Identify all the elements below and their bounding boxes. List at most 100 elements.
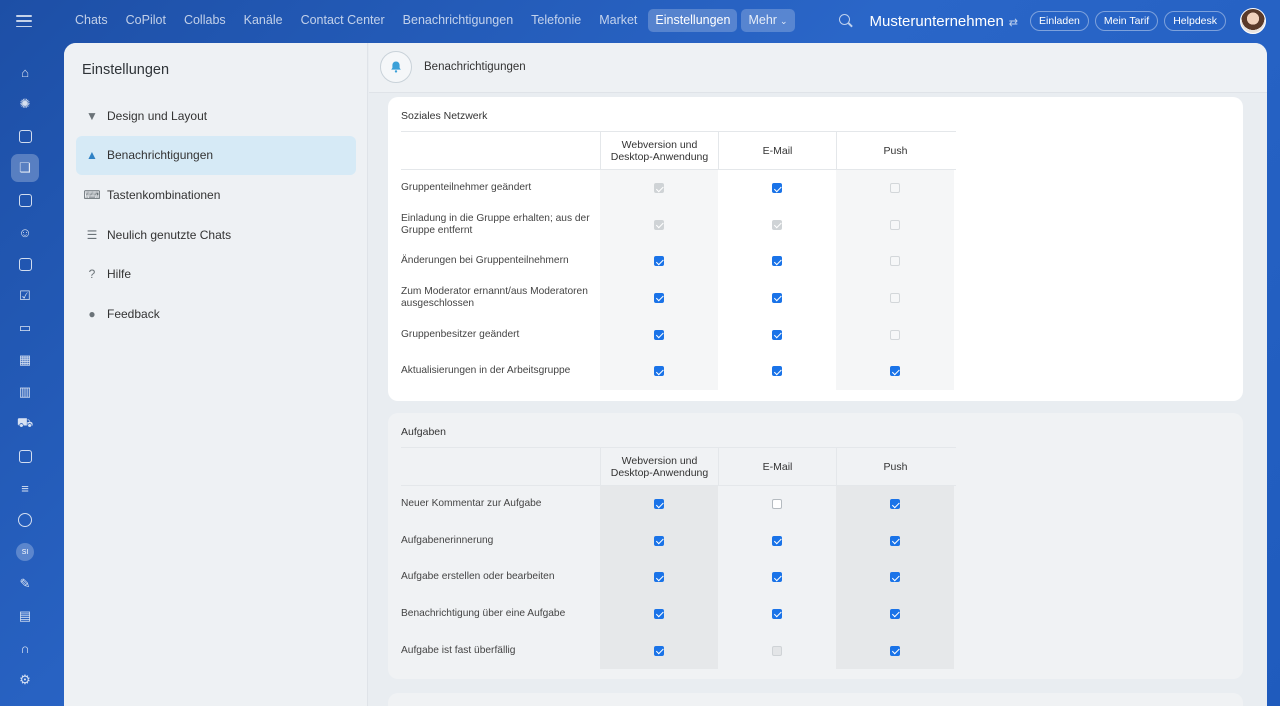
checkbox-web[interactable] (654, 293, 664, 304)
checkbox-push[interactable] (890, 219, 900, 230)
table-header: Webversion und Desktop-Anwendung E-Mail … (401, 448, 956, 486)
checkbox-email[interactable] (772, 366, 782, 377)
question-icon: ? (88, 267, 96, 282)
rail-settings[interactable]: ⚙ (0, 664, 50, 696)
rail-card[interactable]: ▤ (0, 600, 50, 632)
bar-chart-icon: ▥ (18, 384, 32, 399)
section-title: Aufgaben (401, 426, 446, 438)
cell-email (718, 207, 836, 244)
checkbox-email[interactable] (772, 183, 782, 194)
avatar[interactable] (1240, 8, 1266, 34)
checkbox-web[interactable] (654, 572, 664, 583)
funnel-icon: ≡ (21, 480, 29, 496)
rail-tasks[interactable]: ☑ (0, 280, 50, 312)
rail-funnel[interactable]: ≡ (0, 472, 50, 504)
checkbox-push[interactable] (890, 535, 900, 546)
checkbox-push[interactable] (890, 256, 900, 267)
checkbox-web[interactable] (654, 499, 664, 510)
checkbox-web[interactable] (654, 535, 664, 546)
menu-item-help[interactable]: ? Hilfe (76, 255, 356, 294)
checkbox-email[interactable] (772, 499, 782, 510)
rail-feed[interactable] (0, 120, 50, 152)
checkbox-push[interactable] (890, 293, 900, 304)
checkbox-push[interactable] (890, 329, 900, 340)
nav-benachrichtigungen[interactable]: Benachrichtigungen (402, 13, 514, 27)
invite-button[interactable]: Einladen (1030, 11, 1089, 31)
cell-email (718, 243, 836, 280)
cell-push (836, 352, 954, 390)
rail-goals[interactable] (0, 504, 50, 536)
checkbox-email[interactable] (772, 609, 782, 620)
rail-copilot[interactable]: ✺ (0, 88, 50, 120)
left-rail: ⌂ ✺ ❏ ☺ ☑ ▭ ▦ ▥ ⛟ ≡ SI ✎ ▤ ∩ ⚙ (0, 56, 50, 696)
menu-item-notifications[interactable]: ▲ Benachrichtigungen (76, 135, 356, 175)
nav-kanaele[interactable]: Kanäle (243, 13, 283, 27)
sidebar-title: Einstellungen (82, 62, 170, 78)
cell-push (836, 243, 954, 280)
menu-icon[interactable] (14, 12, 34, 30)
nav-contact-center[interactable]: Contact Center (300, 13, 385, 27)
rail-sign[interactable]: ✎ (0, 568, 50, 600)
search-icon[interactable] (838, 13, 854, 29)
nav-market[interactable]: Market (599, 13, 638, 27)
headset-icon: ∩ (20, 640, 30, 656)
checkbox-push[interactable] (890, 572, 900, 583)
nav-telefonie[interactable]: Telefonie (531, 13, 582, 27)
checkbox-push[interactable] (890, 366, 900, 377)
row-label: Zum Moderator ernannt/aus Moderatoren au… (401, 286, 588, 310)
rail-calendar[interactable] (0, 184, 50, 216)
checkbox-email (772, 645, 782, 656)
checkbox-web[interactable] (654, 609, 664, 620)
menu-item-shortcuts[interactable]: ⌨ Tastenkombinationen (76, 175, 356, 214)
rail-drive[interactable]: ▭ (0, 312, 50, 344)
nav-collabs[interactable]: Collabs (183, 13, 226, 27)
checkbox-email[interactable] (772, 572, 782, 583)
checkbox-push[interactable] (890, 609, 900, 620)
rail-workspace[interactable]: SI (0, 536, 50, 568)
cell-web (600, 206, 718, 244)
section-next (388, 693, 1243, 706)
cell-email (718, 316, 836, 353)
nav-more-button[interactable]: Mehr ⌄ (741, 9, 795, 32)
rail-contacts[interactable]: ☺ (0, 216, 50, 248)
settings-menu: ▼ Design und Layout ▲ Benachrichtigungen… (76, 96, 356, 334)
nav-chats[interactable]: Chats (75, 13, 108, 27)
checkbox-push[interactable] (890, 645, 900, 656)
checkbox-push[interactable] (890, 499, 900, 510)
checkbox-email[interactable] (772, 293, 782, 304)
rail-booking[interactable] (0, 440, 50, 472)
rail-documents[interactable] (0, 248, 50, 280)
menu-item-recent-chats[interactable]: ☰ Neulich genutzte Chats (76, 215, 356, 254)
sign-icon: ✎ (19, 576, 31, 591)
company-switcher[interactable]: Musterunternehmen ⇄ (870, 13, 1018, 30)
chat-bubble-icon: ● (88, 306, 96, 321)
nav-einstellungen[interactable]: Einstellungen (648, 9, 738, 32)
cell-web (600, 632, 718, 669)
my-plan-button[interactable]: Mein Tarif (1094, 11, 1159, 31)
rail-home[interactable]: ⌂ (0, 56, 50, 88)
helpdesk-button[interactable]: Helpdesk (1164, 11, 1226, 31)
checkbox-web[interactable] (654, 645, 664, 656)
rail-board[interactable]: ▦ (0, 344, 50, 376)
checkbox-email[interactable] (772, 256, 782, 267)
checkbox-email[interactable] (772, 329, 782, 340)
cell-push (836, 559, 954, 596)
checkbox-push[interactable] (890, 183, 900, 194)
checkbox-web[interactable] (654, 366, 664, 377)
menu-item-label: Benachrichtigungen (107, 148, 214, 163)
column-web: Webversion und Desktop-Anwendung (600, 448, 718, 485)
column-email: E-Mail (718, 132, 836, 169)
checkbox-email[interactable] (772, 535, 782, 546)
rail-analytics[interactable]: ▥ (0, 376, 50, 408)
cell-email (718, 632, 836, 669)
nav-copilot[interactable]: CoPilot (125, 13, 166, 27)
menu-item-design[interactable]: ▼ Design und Layout (76, 96, 356, 135)
checkbox-web[interactable] (654, 256, 664, 267)
cell-push (836, 595, 954, 633)
rail-support[interactable]: ∩ (0, 632, 50, 664)
rail-shop[interactable]: ⛟ (0, 408, 50, 440)
menu-item-feedback[interactable]: ● Feedback (76, 294, 356, 333)
cell-web (600, 595, 718, 633)
checkbox-web[interactable] (654, 329, 664, 340)
rail-messenger[interactable]: ❏ (0, 152, 50, 184)
